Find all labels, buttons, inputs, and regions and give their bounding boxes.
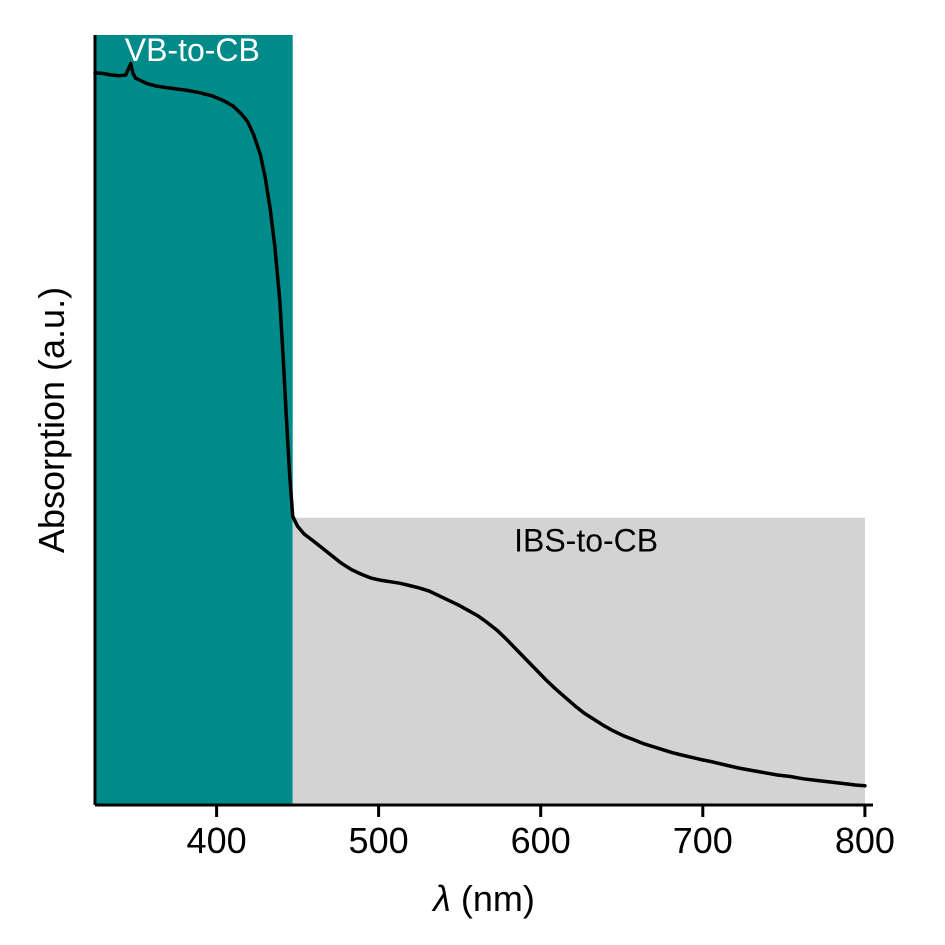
series-absorption [93, 61, 867, 788]
region-label-ibs-to-cb: IBS-to-CB [514, 523, 658, 559]
y-axis-label: Absorption (a.u.) [31, 286, 72, 554]
region-label-vb-to-cb: VB-to-CB [125, 32, 260, 68]
lambda-symbol: λ [433, 878, 451, 919]
x-tick-label-600: 600 [511, 820, 571, 861]
x-axis-unit-label: (nm) [450, 878, 535, 919]
x-tick-label-500: 500 [349, 820, 409, 861]
x-axis-label: λ (nm) [433, 878, 535, 920]
x-tick-label-700: 700 [673, 820, 733, 861]
region-vb-to-cb [95, 35, 293, 805]
x-tick-label-800: 800 [835, 820, 895, 861]
region-ibs-to-cb [292, 517, 865, 805]
x-tick-label-400: 400 [187, 820, 247, 861]
